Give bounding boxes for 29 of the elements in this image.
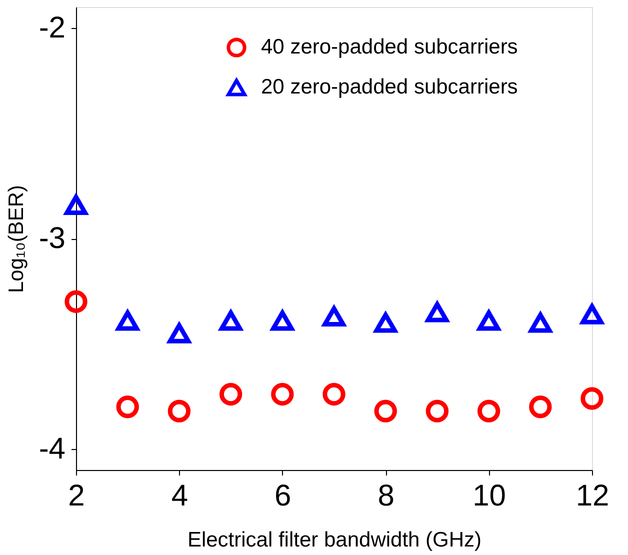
y-tick-label: -3: [38, 222, 66, 255]
point: [426, 400, 449, 422]
point: [271, 310, 294, 331]
point: [271, 382, 294, 406]
x-tick-label: 10: [472, 480, 506, 512]
y-tick-label: -4: [38, 432, 66, 466]
point: [477, 310, 500, 331]
point: [116, 396, 139, 418]
point: [529, 396, 552, 418]
point: [477, 400, 500, 422]
x-tick-label: 8: [378, 480, 394, 512]
legend-label: 20 zero-padded subcarriers: [261, 76, 518, 98]
point: [168, 400, 191, 422]
x-axis-title: Electrical filter bandwidth (GHz): [187, 528, 482, 552]
point: [580, 387, 604, 410]
point: [219, 382, 242, 406]
point: [322, 382, 346, 406]
x-tick-label: 4: [171, 480, 188, 512]
x-tick-label: 2: [68, 480, 85, 512]
legend-label: 40 zero-padded subcarriers: [261, 36, 518, 58]
y-tick-label: -2: [38, 12, 66, 45]
x-tick-label: 12: [576, 480, 610, 512]
point: [64, 290, 88, 313]
point: [219, 310, 242, 331]
point: [374, 400, 397, 422]
point: [116, 310, 139, 331]
x-tick-label: 6: [274, 480, 292, 512]
point: [322, 306, 346, 326]
y-axis-title: Log₁₀(BER): [4, 184, 28, 294]
